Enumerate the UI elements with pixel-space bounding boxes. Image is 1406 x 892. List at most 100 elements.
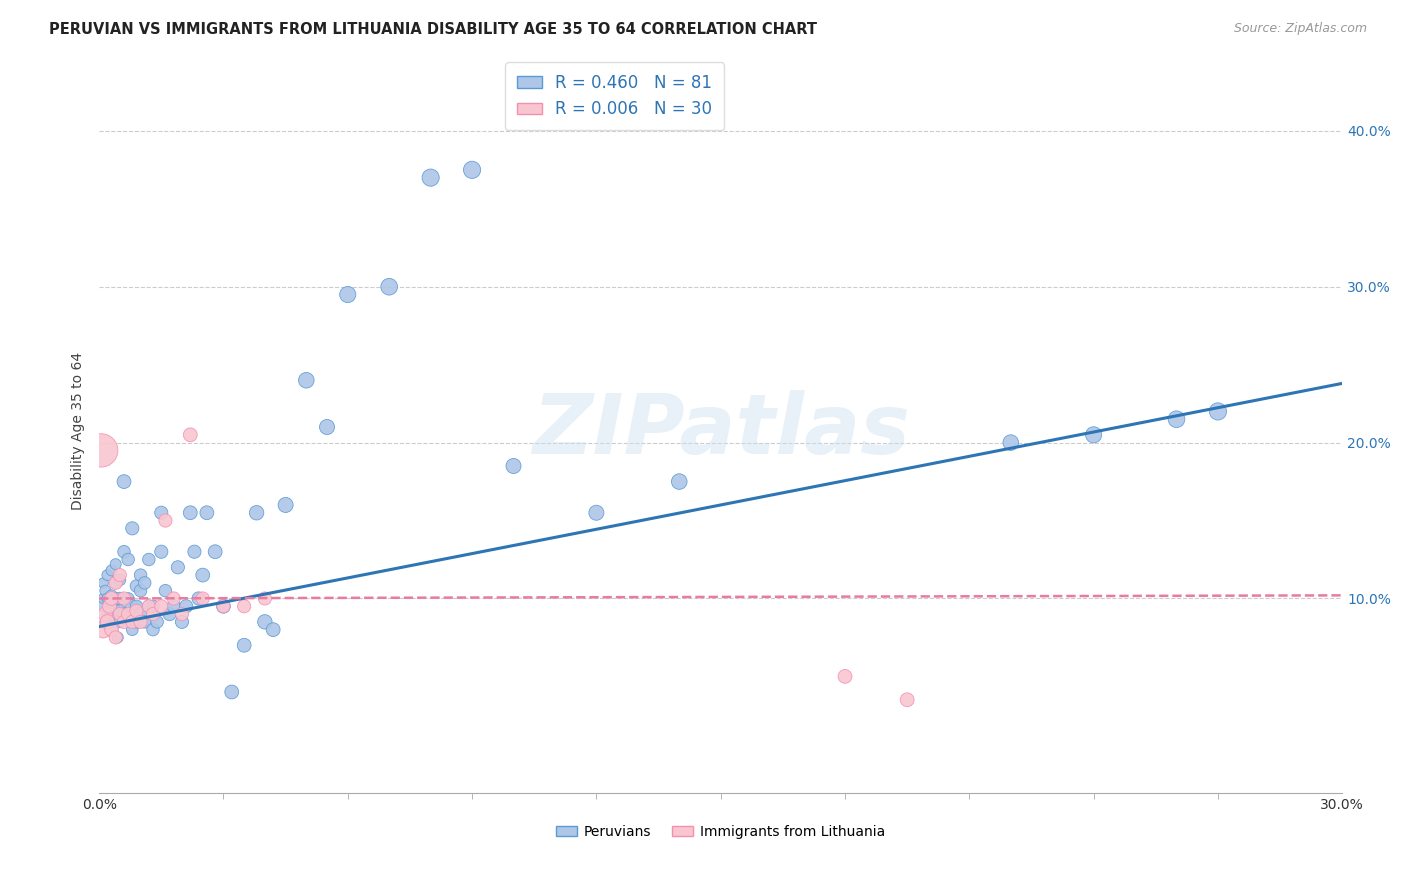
Point xyxy=(117,552,139,566)
Point xyxy=(117,610,139,624)
Point xyxy=(142,599,165,614)
Text: PERUVIAN VS IMMIGRANTS FROM LITHUANIA DISABILITY AGE 35 TO 64 CORRELATION CHART: PERUVIAN VS IMMIGRANTS FROM LITHUANIA DI… xyxy=(49,22,817,37)
Point xyxy=(167,560,190,574)
Point xyxy=(1000,435,1022,450)
Point xyxy=(159,607,181,621)
Point xyxy=(138,599,160,614)
Point xyxy=(419,170,441,185)
Point xyxy=(100,588,122,602)
Point xyxy=(253,615,276,629)
Point xyxy=(295,373,318,387)
Point xyxy=(150,545,173,559)
Text: Source: ZipAtlas.com: Source: ZipAtlas.com xyxy=(1233,22,1367,36)
Point xyxy=(668,475,690,489)
Point xyxy=(163,591,186,606)
Point xyxy=(112,475,135,489)
Point xyxy=(253,591,276,606)
Point xyxy=(98,599,121,614)
Point xyxy=(896,693,918,707)
Point xyxy=(195,506,218,520)
Point xyxy=(103,613,125,627)
Point xyxy=(98,610,121,624)
Point xyxy=(121,599,143,614)
Point xyxy=(112,545,135,559)
Point xyxy=(125,599,148,614)
Point xyxy=(142,623,165,637)
Point xyxy=(96,568,118,582)
Point xyxy=(179,506,201,520)
Point xyxy=(108,591,131,606)
Point xyxy=(94,607,117,621)
Point xyxy=(125,604,148,618)
Point xyxy=(134,615,156,629)
Point xyxy=(336,287,359,301)
Point xyxy=(103,599,125,614)
Point xyxy=(108,573,131,587)
Point xyxy=(129,607,152,621)
Point xyxy=(91,591,114,606)
Point xyxy=(90,599,112,614)
Point xyxy=(378,279,401,293)
Point xyxy=(142,607,165,621)
Point xyxy=(1083,427,1105,442)
Point xyxy=(104,631,127,645)
Point xyxy=(112,607,135,621)
Point xyxy=(233,638,256,652)
Point xyxy=(104,575,127,590)
Point xyxy=(108,607,131,621)
Point xyxy=(104,575,127,590)
Point xyxy=(108,615,131,629)
Point xyxy=(96,591,118,606)
Point xyxy=(150,506,173,520)
Point xyxy=(107,631,129,645)
Point xyxy=(100,591,122,606)
Point xyxy=(104,557,127,571)
Point xyxy=(121,623,143,637)
Point xyxy=(1166,412,1188,426)
Point xyxy=(585,506,607,520)
Text: ZIPatlas: ZIPatlas xyxy=(531,391,910,471)
Point xyxy=(155,514,177,528)
Point xyxy=(112,615,135,629)
Point xyxy=(138,599,160,614)
Point xyxy=(96,615,118,629)
Legend: Peruvians, Immigrants from Lithuania: Peruvians, Immigrants from Lithuania xyxy=(551,819,891,845)
Point xyxy=(94,615,117,629)
Point xyxy=(91,575,114,590)
Point xyxy=(163,599,186,614)
Point xyxy=(100,623,122,637)
Point xyxy=(112,591,135,606)
Point xyxy=(274,498,297,512)
Point xyxy=(155,583,177,598)
Point xyxy=(104,591,127,606)
Point xyxy=(100,563,122,577)
Point xyxy=(121,615,143,629)
Point xyxy=(245,506,267,520)
Point xyxy=(179,427,201,442)
Point xyxy=(204,545,226,559)
Point xyxy=(146,615,169,629)
Point xyxy=(170,615,193,629)
Point xyxy=(316,420,339,434)
Point xyxy=(134,575,156,590)
Point xyxy=(100,623,122,637)
Point xyxy=(117,591,139,606)
Point xyxy=(117,607,139,621)
Y-axis label: Disability Age 35 to 64: Disability Age 35 to 64 xyxy=(72,351,86,510)
Point xyxy=(212,599,235,614)
Point xyxy=(98,594,121,608)
Point xyxy=(108,604,131,618)
Point xyxy=(183,545,205,559)
Point xyxy=(138,552,160,566)
Point xyxy=(1206,404,1229,418)
Point xyxy=(121,521,143,535)
Point xyxy=(461,162,484,177)
Point xyxy=(129,615,152,629)
Point xyxy=(502,458,524,473)
Point xyxy=(96,607,118,621)
Point xyxy=(233,599,256,614)
Point xyxy=(125,615,148,629)
Point xyxy=(129,568,152,582)
Point xyxy=(191,568,214,582)
Point xyxy=(262,623,284,637)
